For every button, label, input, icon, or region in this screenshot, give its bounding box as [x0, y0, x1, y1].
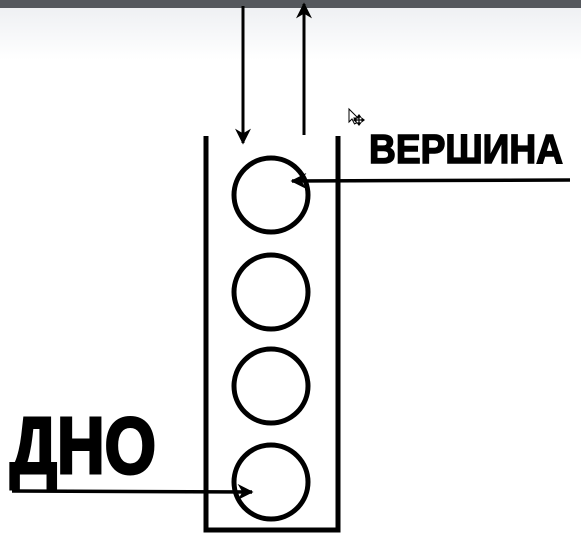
window-top-bar — [0, 0, 581, 8]
bottom-pointer-arrow — [11, 483, 254, 500]
stack-container — [203, 136, 341, 533]
stack-element — [231, 346, 311, 426]
stack-element — [231, 252, 311, 332]
move-cursor-icon — [348, 107, 365, 126]
stack-element — [231, 442, 311, 522]
top-label: ВЕРШИНА — [369, 126, 563, 172]
stack-element — [231, 155, 311, 235]
bottom-label: ДНО — [10, 401, 156, 490]
top-pointer-arrow — [290, 172, 571, 189]
